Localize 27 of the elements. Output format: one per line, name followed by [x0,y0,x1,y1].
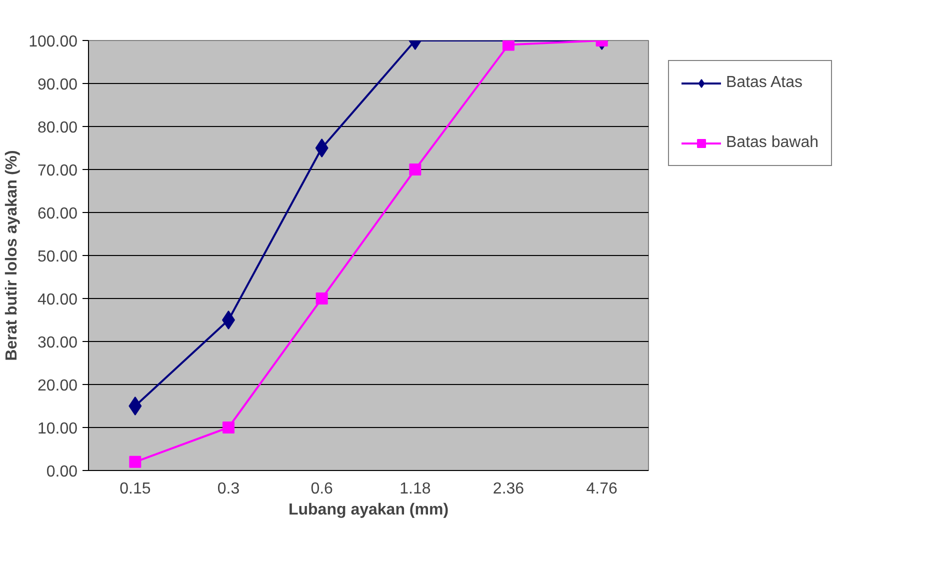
y-tick-label: 50.00 [37,248,78,266]
y-tick-label: 100.00 [28,34,78,50]
x-tick-label: 0.15 [120,480,151,498]
y-tick-label: 70.00 [37,162,78,180]
x-tick-label: 4.76 [586,480,618,498]
legend-label: Batas Atas [726,74,802,92]
y-tick-label: 90.00 [37,76,78,94]
x-tick-label: 2.36 [492,480,524,498]
y-tick-label: 80.00 [37,120,78,136]
y-tick-label: 60.00 [37,206,78,222]
point [316,292,328,304]
x-tick-label: 1.18 [400,480,431,498]
point [222,422,234,434]
point [315,138,328,158]
y-tick-label: 0.00 [46,464,78,480]
x-tick-label: 0.3 [217,480,240,498]
point [128,396,142,416]
y-tick-label: 20.00 [37,378,78,394]
point [409,164,422,176]
y-tick-label: 10.00 [37,420,78,438]
y-axis-title: Berat butir lolos ayakan (%) [4,150,21,361]
y-tick-label: 40.00 [37,292,78,308]
x-tick-label: 0.6 [310,480,334,498]
point [129,456,142,468]
x-axis-title: Lubang ayakan (mm) [288,502,449,518]
y-tick-label: 30.00 [37,334,78,352]
legend-label: Batas bawah [726,134,819,152]
